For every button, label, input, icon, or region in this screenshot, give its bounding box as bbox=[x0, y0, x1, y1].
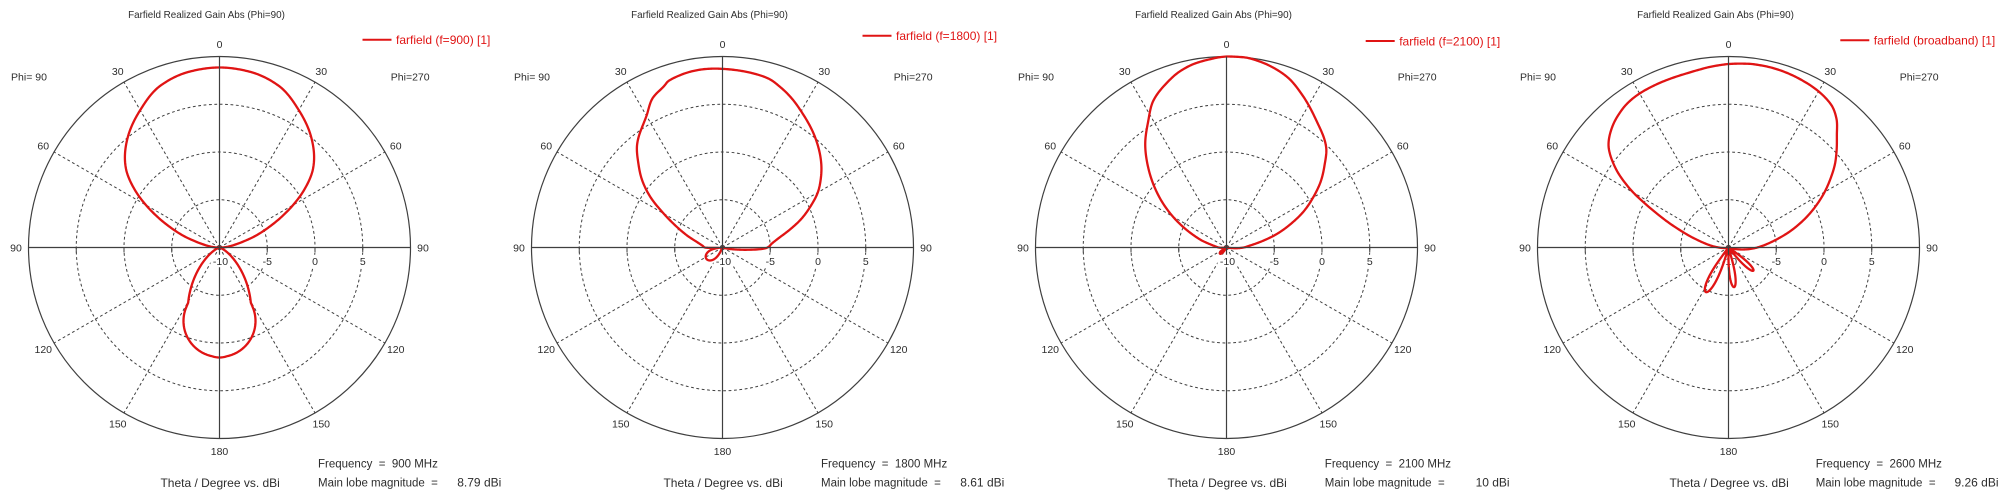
svg-text:-5: -5 bbox=[766, 256, 775, 268]
svg-text:9.26 dBi: 9.26 dBi bbox=[1954, 476, 1998, 490]
svg-text:0: 0 bbox=[1224, 39, 1230, 51]
svg-text:8.61 dBi: 8.61 dBi bbox=[960, 476, 1004, 490]
svg-text:Frequency = 2600 MHz: Frequency = 2600 MHz bbox=[1816, 459, 1942, 471]
svg-text:Main lobe magnitude =: Main lobe magnitude = bbox=[1816, 478, 1936, 490]
svg-text:8.79 dBi: 8.79 dBi bbox=[457, 476, 501, 490]
svg-text:Phi= 90: Phi= 90 bbox=[11, 72, 47, 84]
svg-text:180: 180 bbox=[1218, 446, 1236, 458]
svg-text:Farfield Realized Gain Abs (Ph: Farfield Realized Gain Abs (Phi=90) bbox=[631, 10, 788, 21]
svg-text:120: 120 bbox=[890, 344, 908, 356]
svg-text:60: 60 bbox=[540, 141, 552, 153]
svg-text:150: 150 bbox=[815, 419, 833, 431]
svg-text:90: 90 bbox=[1424, 242, 1436, 254]
svg-text:90: 90 bbox=[513, 242, 525, 254]
svg-text:Phi=270: Phi=270 bbox=[894, 72, 933, 84]
svg-text:-10: -10 bbox=[1220, 256, 1235, 268]
svg-text:Main lobe magnitude =: Main lobe magnitude = bbox=[318, 478, 438, 490]
svg-text:Farfield Realized Gain Abs (Ph: Farfield Realized Gain Abs (Phi=90) bbox=[1637, 10, 1794, 21]
svg-text:Phi= 90: Phi= 90 bbox=[514, 72, 550, 84]
svg-text:farfield (f=900) [1]: farfield (f=900) [1] bbox=[396, 33, 490, 47]
svg-text:5: 5 bbox=[1869, 256, 1875, 268]
svg-text:120: 120 bbox=[1896, 344, 1914, 356]
svg-text:150: 150 bbox=[312, 419, 330, 431]
svg-text:0: 0 bbox=[720, 39, 726, 51]
svg-text:Phi=270: Phi=270 bbox=[1398, 72, 1437, 84]
svg-text:farfield (broadband) [1]: farfield (broadband) [1] bbox=[1874, 34, 1995, 48]
svg-text:Phi= 90: Phi= 90 bbox=[1018, 72, 1054, 84]
svg-text:150: 150 bbox=[1116, 419, 1134, 431]
svg-text:150: 150 bbox=[109, 419, 127, 431]
svg-text:30: 30 bbox=[112, 66, 124, 78]
svg-text:Frequency = 900 MHz: Frequency = 900 MHz bbox=[318, 459, 438, 471]
svg-text:Main lobe magnitude =: Main lobe magnitude = bbox=[821, 478, 941, 490]
svg-text:Theta / Degree vs. dBi: Theta / Degree vs. dBi bbox=[1669, 476, 1788, 490]
svg-text:0: 0 bbox=[815, 256, 821, 268]
svg-text:150: 150 bbox=[1319, 419, 1337, 431]
svg-text:30: 30 bbox=[315, 66, 327, 78]
svg-text:150: 150 bbox=[1821, 419, 1839, 431]
svg-text:90: 90 bbox=[1519, 242, 1531, 254]
svg-text:0: 0 bbox=[1726, 39, 1732, 51]
svg-text:Theta / Degree vs. dBi: Theta / Degree vs. dBi bbox=[663, 476, 782, 490]
svg-text:60: 60 bbox=[37, 141, 49, 153]
svg-text:Theta / Degree vs. dBi: Theta / Degree vs. dBi bbox=[160, 476, 279, 490]
svg-text:90: 90 bbox=[10, 242, 22, 254]
svg-text:farfield (f=1800) [1]: farfield (f=1800) [1] bbox=[896, 29, 997, 43]
svg-text:60: 60 bbox=[1044, 141, 1056, 153]
svg-text:30: 30 bbox=[1119, 66, 1131, 78]
svg-text:180: 180 bbox=[211, 446, 229, 458]
svg-text:120: 120 bbox=[34, 344, 52, 356]
svg-text:0: 0 bbox=[217, 39, 223, 51]
svg-text:0: 0 bbox=[1821, 256, 1827, 268]
svg-text:150: 150 bbox=[612, 419, 630, 431]
svg-text:60: 60 bbox=[390, 141, 402, 153]
svg-text:180: 180 bbox=[1720, 446, 1738, 458]
svg-text:-10: -10 bbox=[716, 256, 731, 268]
svg-text:120: 120 bbox=[1041, 344, 1059, 356]
svg-text:5: 5 bbox=[360, 256, 366, 268]
svg-text:-5: -5 bbox=[1270, 256, 1279, 268]
svg-text:150: 150 bbox=[1618, 419, 1636, 431]
svg-text:Farfield Realized Gain Abs (Ph: Farfield Realized Gain Abs (Phi=90) bbox=[128, 10, 285, 21]
svg-text:30: 30 bbox=[1621, 66, 1633, 78]
svg-text:-10: -10 bbox=[213, 256, 228, 268]
svg-text:30: 30 bbox=[615, 66, 627, 78]
svg-text:5: 5 bbox=[1367, 256, 1373, 268]
svg-text:Phi= 90: Phi= 90 bbox=[1520, 72, 1556, 84]
svg-text:-5: -5 bbox=[263, 256, 272, 268]
svg-text:120: 120 bbox=[1394, 344, 1412, 356]
svg-text:60: 60 bbox=[1546, 141, 1558, 153]
svg-text:60: 60 bbox=[1397, 141, 1409, 153]
svg-text:-5: -5 bbox=[1772, 256, 1781, 268]
svg-text:90: 90 bbox=[920, 242, 932, 254]
svg-text:90: 90 bbox=[417, 242, 429, 254]
svg-text:30: 30 bbox=[1322, 66, 1334, 78]
svg-text:Main lobe magnitude =: Main lobe magnitude = bbox=[1325, 478, 1445, 490]
svg-text:10 dBi: 10 dBi bbox=[1476, 476, 1510, 490]
svg-text:60: 60 bbox=[893, 141, 905, 153]
svg-text:Farfield Realized Gain Abs (Ph: Farfield Realized Gain Abs (Phi=90) bbox=[1135, 10, 1292, 21]
svg-text:120: 120 bbox=[1543, 344, 1561, 356]
svg-text:farfield (f=2100) [1]: farfield (f=2100) [1] bbox=[1399, 34, 1500, 48]
svg-text:180: 180 bbox=[714, 446, 732, 458]
svg-text:0: 0 bbox=[1319, 256, 1325, 268]
svg-text:30: 30 bbox=[1824, 66, 1836, 78]
svg-text:120: 120 bbox=[537, 344, 555, 356]
svg-text:Frequency = 2100 MHz: Frequency = 2100 MHz bbox=[1325, 459, 1451, 471]
svg-text:90: 90 bbox=[1017, 242, 1029, 254]
svg-text:0: 0 bbox=[312, 256, 318, 268]
svg-text:30: 30 bbox=[818, 66, 830, 78]
svg-text:Phi=270: Phi=270 bbox=[1900, 72, 1939, 84]
svg-text:60: 60 bbox=[1899, 141, 1911, 153]
svg-text:Phi=270: Phi=270 bbox=[391, 72, 430, 84]
svg-text:Theta / Degree vs. dBi: Theta / Degree vs. dBi bbox=[1167, 476, 1286, 490]
svg-text:Frequency = 1800 MHz: Frequency = 1800 MHz bbox=[821, 459, 947, 471]
svg-text:120: 120 bbox=[387, 344, 405, 356]
svg-text:90: 90 bbox=[1926, 242, 1938, 254]
svg-text:5: 5 bbox=[863, 256, 869, 268]
